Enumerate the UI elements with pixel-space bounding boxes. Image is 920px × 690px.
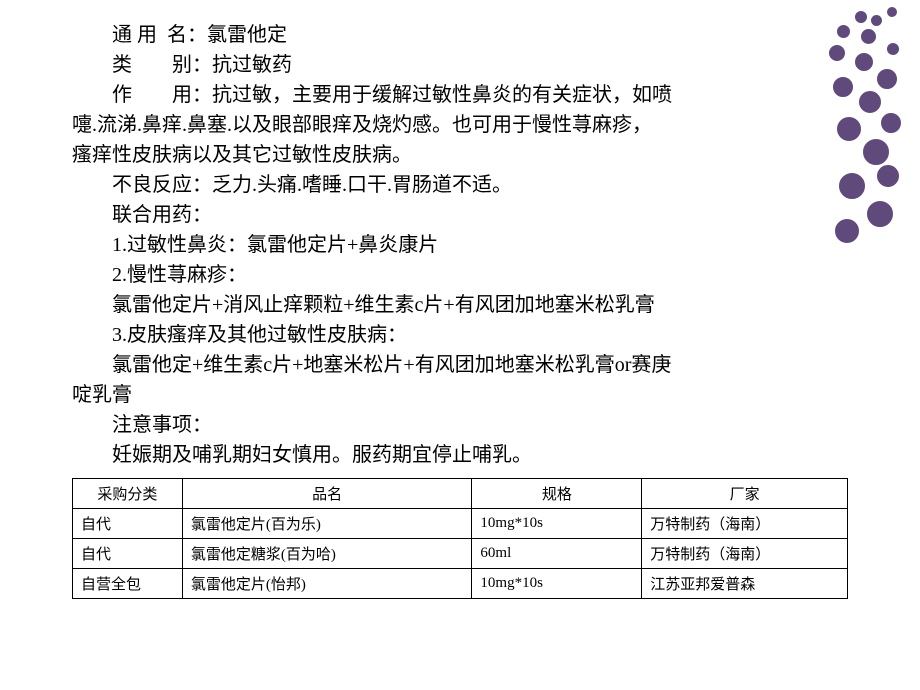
table-row: 自营全包氯雷他定片(怡邦)10mg*10s江苏亚邦爱普森: [73, 569, 848, 599]
table-cell: 自代: [73, 539, 183, 569]
table-header-cell: 规格: [472, 479, 642, 509]
table-cell: 万特制药（海南）: [642, 539, 848, 569]
combination-2-body: 氯雷他定片+消风止痒颗粒+维生素c片+有风团加地塞米松乳膏: [72, 290, 848, 320]
bubble-icon: [838, 172, 866, 200]
combination-3-body-2: 啶乳膏: [72, 380, 848, 410]
bubble-icon: [854, 52, 874, 72]
table-cell: 氯雷他定糖浆(百为哈): [182, 539, 472, 569]
combination-header: 联合用药：: [72, 200, 848, 230]
generic-name-line: 通 用 名：氯雷他定: [72, 20, 848, 50]
bubble-icon: [862, 138, 890, 166]
combination-3-header: 3.皮肤瘙痒及其他过敏性皮肤病：: [72, 320, 848, 350]
table-cell: 10mg*10s: [472, 509, 642, 539]
bubble-icon: [858, 90, 882, 114]
notes-header: 注意事项：: [72, 410, 848, 440]
table-row: 自代氯雷他定糖浆(百为哈)60ml万特制药（海南）: [73, 539, 848, 569]
bubble-icon: [866, 200, 894, 228]
bubble-icon: [836, 24, 851, 39]
bubble-icon: [828, 44, 846, 62]
bubble-icon: [880, 112, 902, 134]
table-header-cell: 厂家: [642, 479, 848, 509]
notes-body: 妊娠期及哺乳期妇女慎用。服药期宜停止哺乳。: [72, 440, 848, 470]
table-cell: 自营全包: [73, 569, 183, 599]
table-header: 采购分类品名规格厂家: [73, 479, 848, 509]
table-cell: 氯雷他定片(怡邦): [182, 569, 472, 599]
table-header-cell: 采购分类: [73, 479, 183, 509]
table-row: 自代氯雷他定片(百为乐)10mg*10s万特制药（海南）: [73, 509, 848, 539]
combination-3-body-1: 氯雷他定+维生素c片+地塞米松片+有风团加地塞米松乳膏or赛庚: [72, 350, 848, 380]
document-body: 通 用 名：氯雷他定 类 别：抗过敏药 作 用：抗过敏，主要用于缓解过敏性鼻炎的…: [0, 0, 920, 470]
bubble-icon: [854, 10, 868, 24]
bubble-icon: [876, 68, 898, 90]
table-header-cell: 品名: [182, 479, 472, 509]
effect-line-2: 嚏.流涕.鼻痒.鼻塞.以及眼部眼痒及烧灼感。也可用于慢性荨麻疹，: [72, 110, 848, 140]
table-cell: 万特制药（海南）: [642, 509, 848, 539]
bubble-icon: [836, 116, 862, 142]
table-cell: 60ml: [472, 539, 642, 569]
table-cell: 10mg*10s: [472, 569, 642, 599]
bubble-icon: [832, 76, 854, 98]
table-cell: 江苏亚邦爱普森: [642, 569, 848, 599]
product-table: 采购分类品名规格厂家 自代氯雷他定片(百为乐)10mg*10s万特制药（海南）自…: [72, 478, 848, 599]
combination-1: 1.过敏性鼻炎：氯雷他定片+鼻炎康片: [72, 230, 848, 260]
table-header-row: 采购分类品名规格厂家: [73, 479, 848, 509]
bubble-icon: [886, 42, 900, 56]
bubble-icon: [860, 28, 877, 45]
table-body: 自代氯雷他定片(百为乐)10mg*10s万特制药（海南）自代氯雷他定糖浆(百为哈…: [73, 509, 848, 599]
adverse-reactions-line: 不良反应：乏力.头痛.嗜睡.口干.胃肠道不适。: [72, 170, 848, 200]
category-line: 类 别：抗过敏药: [72, 50, 848, 80]
table-cell: 自代: [73, 509, 183, 539]
bubble-icon: [876, 164, 900, 188]
bubble-icon: [886, 6, 898, 18]
bubble-icon: [870, 14, 883, 27]
effect-line-1: 作 用：抗过敏，主要用于缓解过敏性鼻炎的有关症状，如喷: [72, 80, 848, 110]
combination-2-header: 2.慢性荨麻疹：: [72, 260, 848, 290]
effect-line-3: 瘙痒性皮肤病以及其它过敏性皮肤病。: [72, 140, 848, 170]
table-cell: 氯雷他定片(百为乐): [182, 509, 472, 539]
bubble-icon: [834, 218, 860, 244]
decorative-bubbles: [818, 4, 908, 244]
